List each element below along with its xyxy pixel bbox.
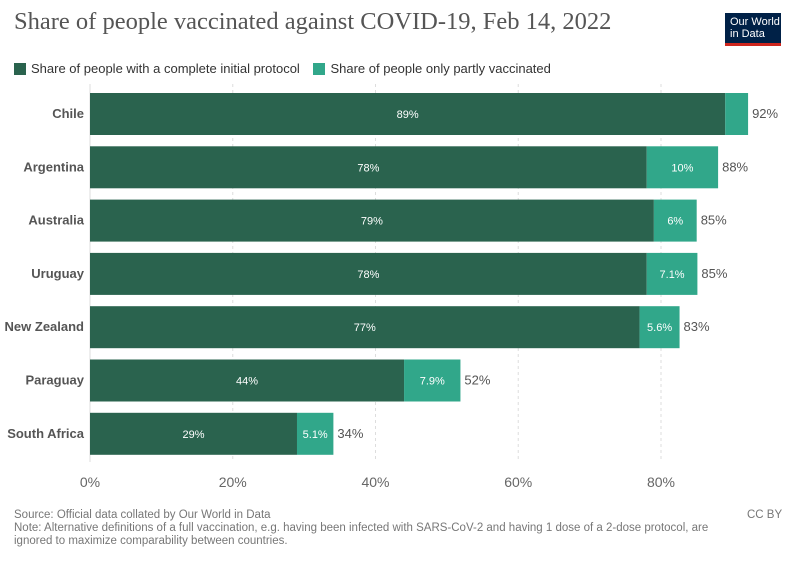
total-label: 34%	[337, 426, 363, 441]
total-label: 92%	[752, 106, 778, 121]
bar-partial	[404, 359, 461, 402]
category-label: Paraguay	[25, 373, 84, 388]
bar-complete	[90, 306, 640, 349]
logo-line-1: Our World	[730, 16, 780, 28]
chart-title: Share of people vaccinated against COVID…	[14, 8, 612, 35]
bar-partial	[639, 306, 680, 349]
category-label: South Africa	[7, 426, 85, 441]
chart-legend: Share of people with a complete initial …	[14, 61, 561, 78]
license-label[interactable]: CC BY	[747, 509, 783, 521]
bar-complete	[90, 252, 647, 295]
bar-partial	[646, 146, 719, 189]
bar-complete	[90, 359, 405, 402]
bar-complete	[90, 146, 647, 189]
data-label-complete: 44%	[236, 376, 258, 388]
bar-partial	[646, 252, 698, 295]
total-label: 85%	[701, 266, 727, 281]
bar-partial	[296, 412, 334, 455]
category-label: New Zealand	[5, 319, 85, 334]
owid-logo[interactable]: Our World in Data	[725, 13, 781, 46]
legend-item-partial[interactable]: Share of people only partly vaccinated	[313, 61, 551, 76]
source-note: Source: Official data collated by Our Wo…	[14, 509, 271, 521]
legend-item-complete[interactable]: Share of people with a complete initial …	[14, 61, 300, 76]
data-label-partial: 10%	[671, 162, 693, 174]
legend-label-partial: Share of people only partly vaccinated	[330, 61, 551, 76]
total-label: 52%	[464, 373, 490, 388]
legend-label-complete: Share of people with a complete initial …	[31, 61, 300, 76]
data-label-partial: 7.9%	[420, 376, 445, 388]
chart-footer: Source: Official data collated by Our Wo…	[14, 509, 734, 548]
total-label: 88%	[722, 159, 748, 174]
bar-complete	[90, 412, 297, 455]
category-label: Australia	[28, 213, 84, 228]
legend-swatch-complete	[14, 62, 26, 75]
category-label: Argentina	[23, 159, 84, 174]
data-label-partial: 5.1%	[303, 429, 328, 441]
data-label-partial: 7.1%	[660, 269, 685, 281]
x-tick-label: 40%	[361, 474, 389, 490]
x-tick-label: 80%	[647, 474, 675, 490]
logo-line-2: in Data	[730, 28, 765, 40]
data-label-partial: 6%	[667, 216, 683, 228]
data-label-complete: 79%	[361, 216, 383, 228]
data-label-complete: 29%	[182, 429, 204, 441]
x-tick-label: 60%	[504, 474, 532, 490]
data-label-complete: 78%	[357, 269, 379, 281]
data-label-complete: 77%	[354, 322, 376, 334]
data-label-partial: 5.6%	[647, 322, 672, 334]
bar-complete	[90, 199, 654, 242]
total-label: 83%	[684, 319, 710, 334]
category-label: Chile	[52, 106, 84, 121]
bar-complete	[90, 93, 726, 135]
methodology-note: Note: Alternative definitions of a full …	[14, 522, 709, 547]
category-label: Uruguay	[31, 266, 85, 281]
bar-chart: 0% 20% 40% 60% 80% Chile 89% 92% Argentina 78% 10%…	[5, 84, 779, 490]
bar-partial	[653, 199, 697, 242]
bar-partial	[725, 93, 749, 135]
data-label-complete: 89%	[397, 109, 419, 121]
data-label-complete: 78%	[357, 162, 379, 174]
total-label: 85%	[701, 213, 727, 228]
x-tick-label: 0%	[80, 474, 100, 490]
legend-swatch-partial	[313, 62, 326, 75]
x-tick-label: 20%	[219, 474, 247, 490]
